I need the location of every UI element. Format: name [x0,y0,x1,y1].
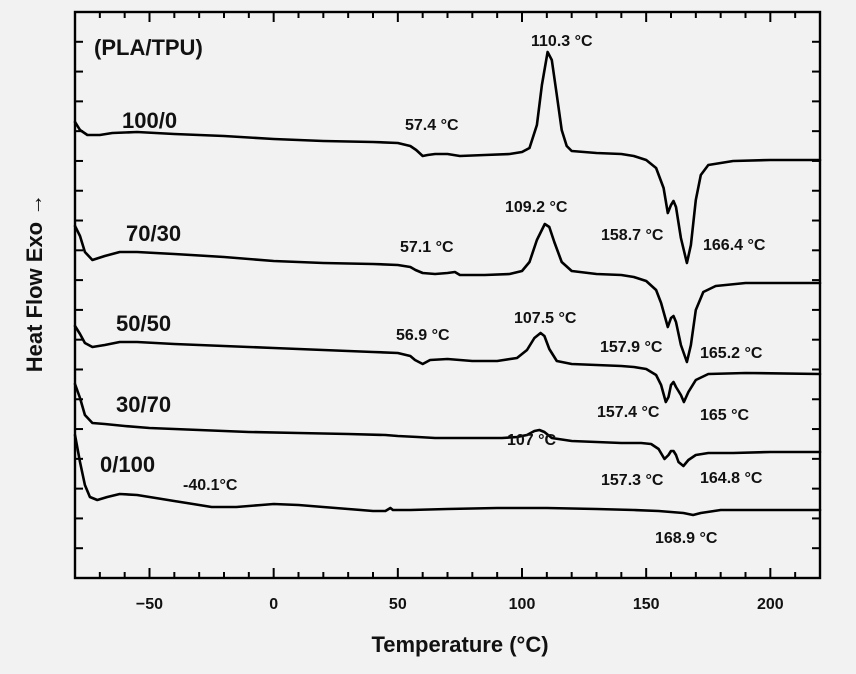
peak-annotation: 165 °C [700,407,750,424]
x-ticks: −50 0 50 100 150 200 [74,12,821,613]
series-line-30-70 [73,382,822,468]
x-tick-label: 150 [633,596,660,613]
peak-annotation: 107.5 °C [514,310,577,327]
peak-annotation: 164.8 °C [700,470,763,487]
peak-annotation: 109.2 °C [505,199,568,216]
series-label: 30/70 [116,392,171,417]
series-label: 100/0 [122,108,177,133]
peak-annotation: 110.3 °C [531,33,593,50]
y-ticks-right [812,40,820,550]
series-line-100-0 [73,50,822,265]
peak-annotation: 57.1 °C [400,239,454,256]
y-axis-title: Heat Flow Exo → [22,194,47,372]
y-ticks-left [75,40,83,550]
chart-title: (PLA/TPU) [94,35,203,60]
peak-annotation: 107 °C [507,432,557,449]
peak-annotation: 168.9 °C [655,530,718,547]
peak-annotation: 157.3 °C [601,472,664,489]
peak-annotation: 57.4 °C [405,117,459,134]
series-label: 50/50 [116,311,171,336]
x-tick-label: −50 [136,596,163,613]
peak-annotation: 166.4 °C [703,237,766,254]
x-tick-label: 0 [269,596,278,613]
x-tick-label: 100 [509,596,536,613]
peak-annotation: 157.4 °C [597,404,660,421]
peak-annotation: -40.1°C [183,477,238,494]
x-tick-label: 50 [389,596,407,613]
series-line-50-50 [73,324,822,404]
x-tick-label: 200 [757,596,784,613]
peak-annotation: 56.9 °C [396,327,450,344]
series-labels: 100/0 70/30 50/50 30/70 0/100 [100,108,181,477]
plot-frame [73,10,822,580]
curves [73,50,822,517]
peak-annotation: 158.7 °C [601,227,664,244]
x-axis-title: Temperature (°C) [371,632,548,657]
series-label: 70/30 [126,221,181,246]
peak-annotation: 157.9 °C [600,339,663,356]
peak-annotations: 110.3 °C 57.4 °C 109.2 °C 158.7 °C 166.4 °C 5… [183,33,766,547]
series-line-0-100 [73,433,822,517]
peak-annotation: 165.2 °C [700,345,763,362]
series-label: 0/100 [100,452,155,477]
series-line-70-30 [73,222,822,364]
